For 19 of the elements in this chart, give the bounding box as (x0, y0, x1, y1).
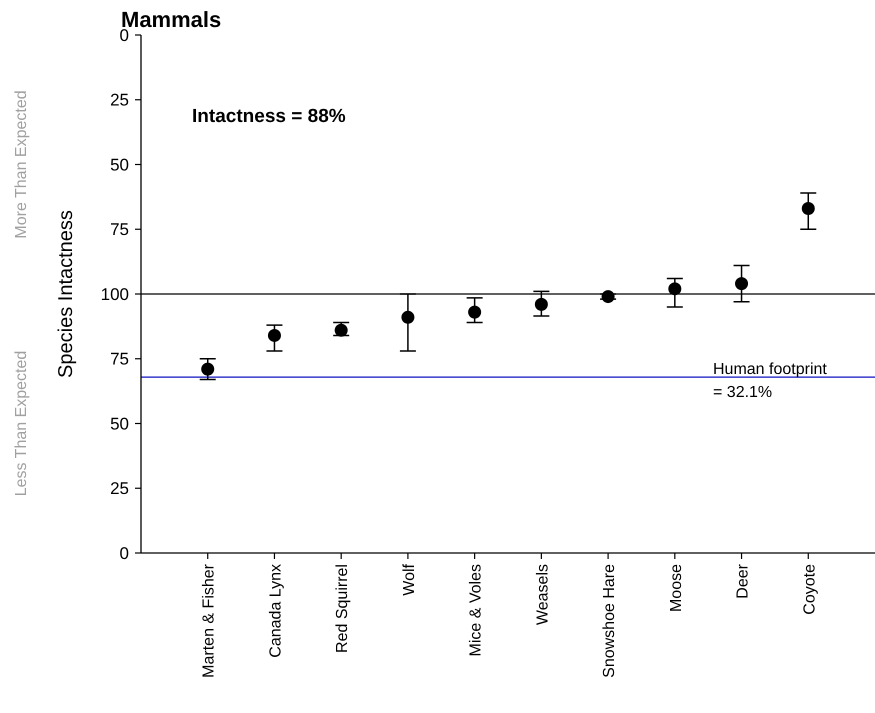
y-tick-label: 75 (110, 220, 129, 240)
x-tick-label: Wolf (400, 563, 418, 596)
y-tick-label: 100 (100, 284, 129, 304)
x-tick-label: Deer (734, 563, 752, 599)
y-tick-label: 50 (110, 155, 129, 174)
x-tick-label: Snowshoe Hare (601, 564, 618, 678)
y-tick-label: 25 (110, 90, 129, 110)
annotation: Human footprint = 32.1% (713, 361, 828, 402)
x-tick-label: Canada Lynx (267, 564, 284, 658)
text: More Than Expected (13, 90, 30, 239)
x-tick-label: Coyote (801, 564, 818, 615)
x-tick-label: Mice & Voles (468, 564, 485, 656)
text: Less Than Expected (13, 350, 30, 496)
annotation: Intactness = 88% (192, 106, 346, 127)
x-tick-label: Weasels (534, 564, 552, 626)
x-tick-label: Marten & Fisher (200, 563, 218, 678)
y-axis-title: Species Intactness (55, 210, 77, 378)
x-tick-label: Moose (668, 564, 685, 612)
x-tick-label: Red Squirrel (334, 564, 352, 653)
